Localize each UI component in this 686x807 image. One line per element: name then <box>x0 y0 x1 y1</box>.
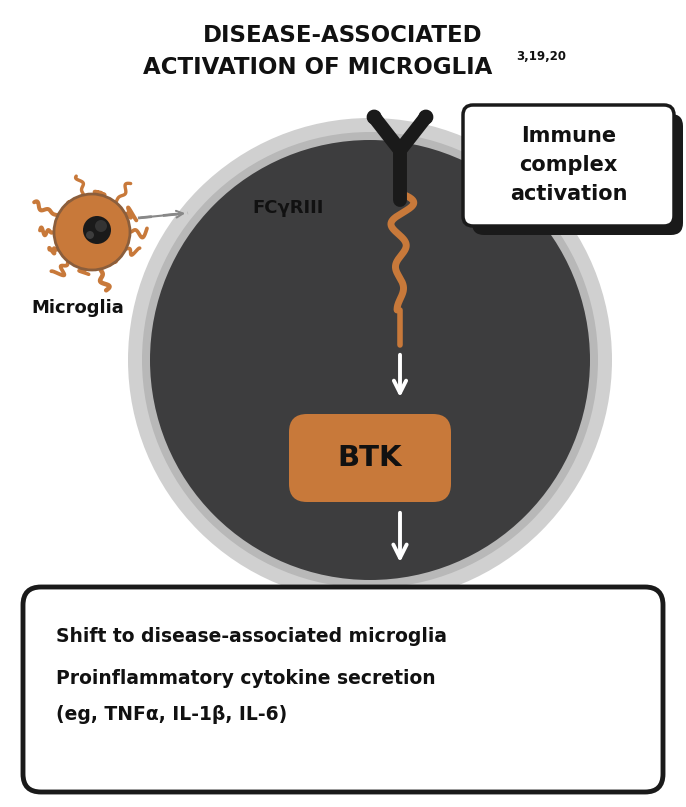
FancyBboxPatch shape <box>472 114 683 235</box>
Circle shape <box>128 118 612 602</box>
FancyBboxPatch shape <box>463 105 674 226</box>
FancyBboxPatch shape <box>289 414 451 502</box>
Text: FCγRIII: FCγRIII <box>252 199 324 217</box>
Circle shape <box>142 132 598 588</box>
Circle shape <box>83 216 111 244</box>
Circle shape <box>95 220 107 232</box>
Circle shape <box>394 144 406 156</box>
Text: (eg, TNFα, IL-1β, IL-6): (eg, TNFα, IL-1β, IL-6) <box>56 705 287 724</box>
Circle shape <box>150 140 590 580</box>
Text: ACTIVATION OF MICROGLIA: ACTIVATION OF MICROGLIA <box>143 56 493 80</box>
Text: Microglia: Microglia <box>32 299 124 317</box>
Text: Proinflammatory cytokine secretion: Proinflammatory cytokine secretion <box>56 668 436 688</box>
Circle shape <box>367 111 381 124</box>
Circle shape <box>419 111 433 124</box>
Text: activation: activation <box>510 184 627 204</box>
Text: complex: complex <box>519 155 617 175</box>
Text: Shift to disease-associated microglia: Shift to disease-associated microglia <box>56 626 447 646</box>
Text: DISEASE-ASSOCIATED: DISEASE-ASSOCIATED <box>203 23 483 47</box>
Circle shape <box>54 194 130 270</box>
Circle shape <box>86 231 94 239</box>
Text: 3,19,20: 3,19,20 <box>516 51 566 64</box>
Text: BTK: BTK <box>338 444 402 472</box>
Text: Immune: Immune <box>521 126 616 146</box>
FancyBboxPatch shape <box>23 587 663 792</box>
